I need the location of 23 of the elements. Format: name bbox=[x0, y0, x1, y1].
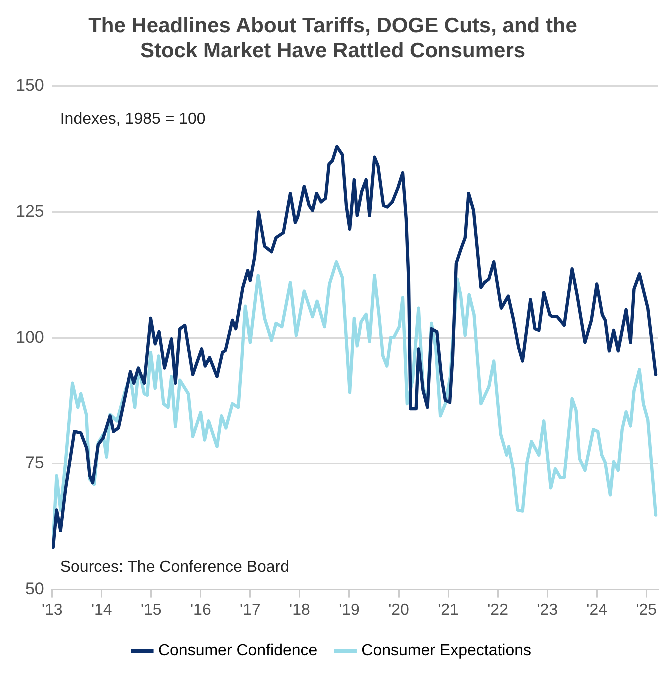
x-tick-label: '14 bbox=[91, 602, 112, 619]
x-tick-label: '13 bbox=[42, 602, 63, 619]
annotation: Sources: The Conference Board bbox=[60, 559, 290, 576]
y-tick-label: 50 bbox=[25, 579, 44, 598]
x-tick-label: '24 bbox=[586, 602, 608, 619]
x-tick-label: '21 bbox=[438, 602, 460, 619]
legend-label: Consumer Expectations bbox=[362, 642, 532, 660]
x-tick-label: '17 bbox=[240, 602, 261, 619]
y-tick-label: 100 bbox=[16, 328, 44, 347]
chart-title: The Headlines About Tariffs, DOGE Cuts, and the Stock Market Have Rattled Consumers bbox=[88, 14, 578, 63]
x-tick-label: '16 bbox=[190, 602, 212, 619]
x-tick-label: '22 bbox=[488, 602, 509, 619]
x-tick-label: '25 bbox=[636, 602, 658, 619]
x-tick-label: '18 bbox=[290, 602, 310, 619]
x-tick-label: '23 bbox=[537, 602, 558, 619]
y-tick-label: 75 bbox=[25, 454, 44, 473]
annotation: Indexes, 1985 = 100 bbox=[60, 110, 206, 128]
y-tick-label: 125 bbox=[16, 202, 44, 221]
x-tick-label: '19 bbox=[339, 602, 360, 619]
x-tick-label: '20 bbox=[388, 602, 410, 619]
y-tick-label: 150 bbox=[16, 76, 44, 96]
legend-label: Consumer Confidence bbox=[158, 642, 318, 660]
x-tick-label: '15 bbox=[140, 602, 162, 619]
